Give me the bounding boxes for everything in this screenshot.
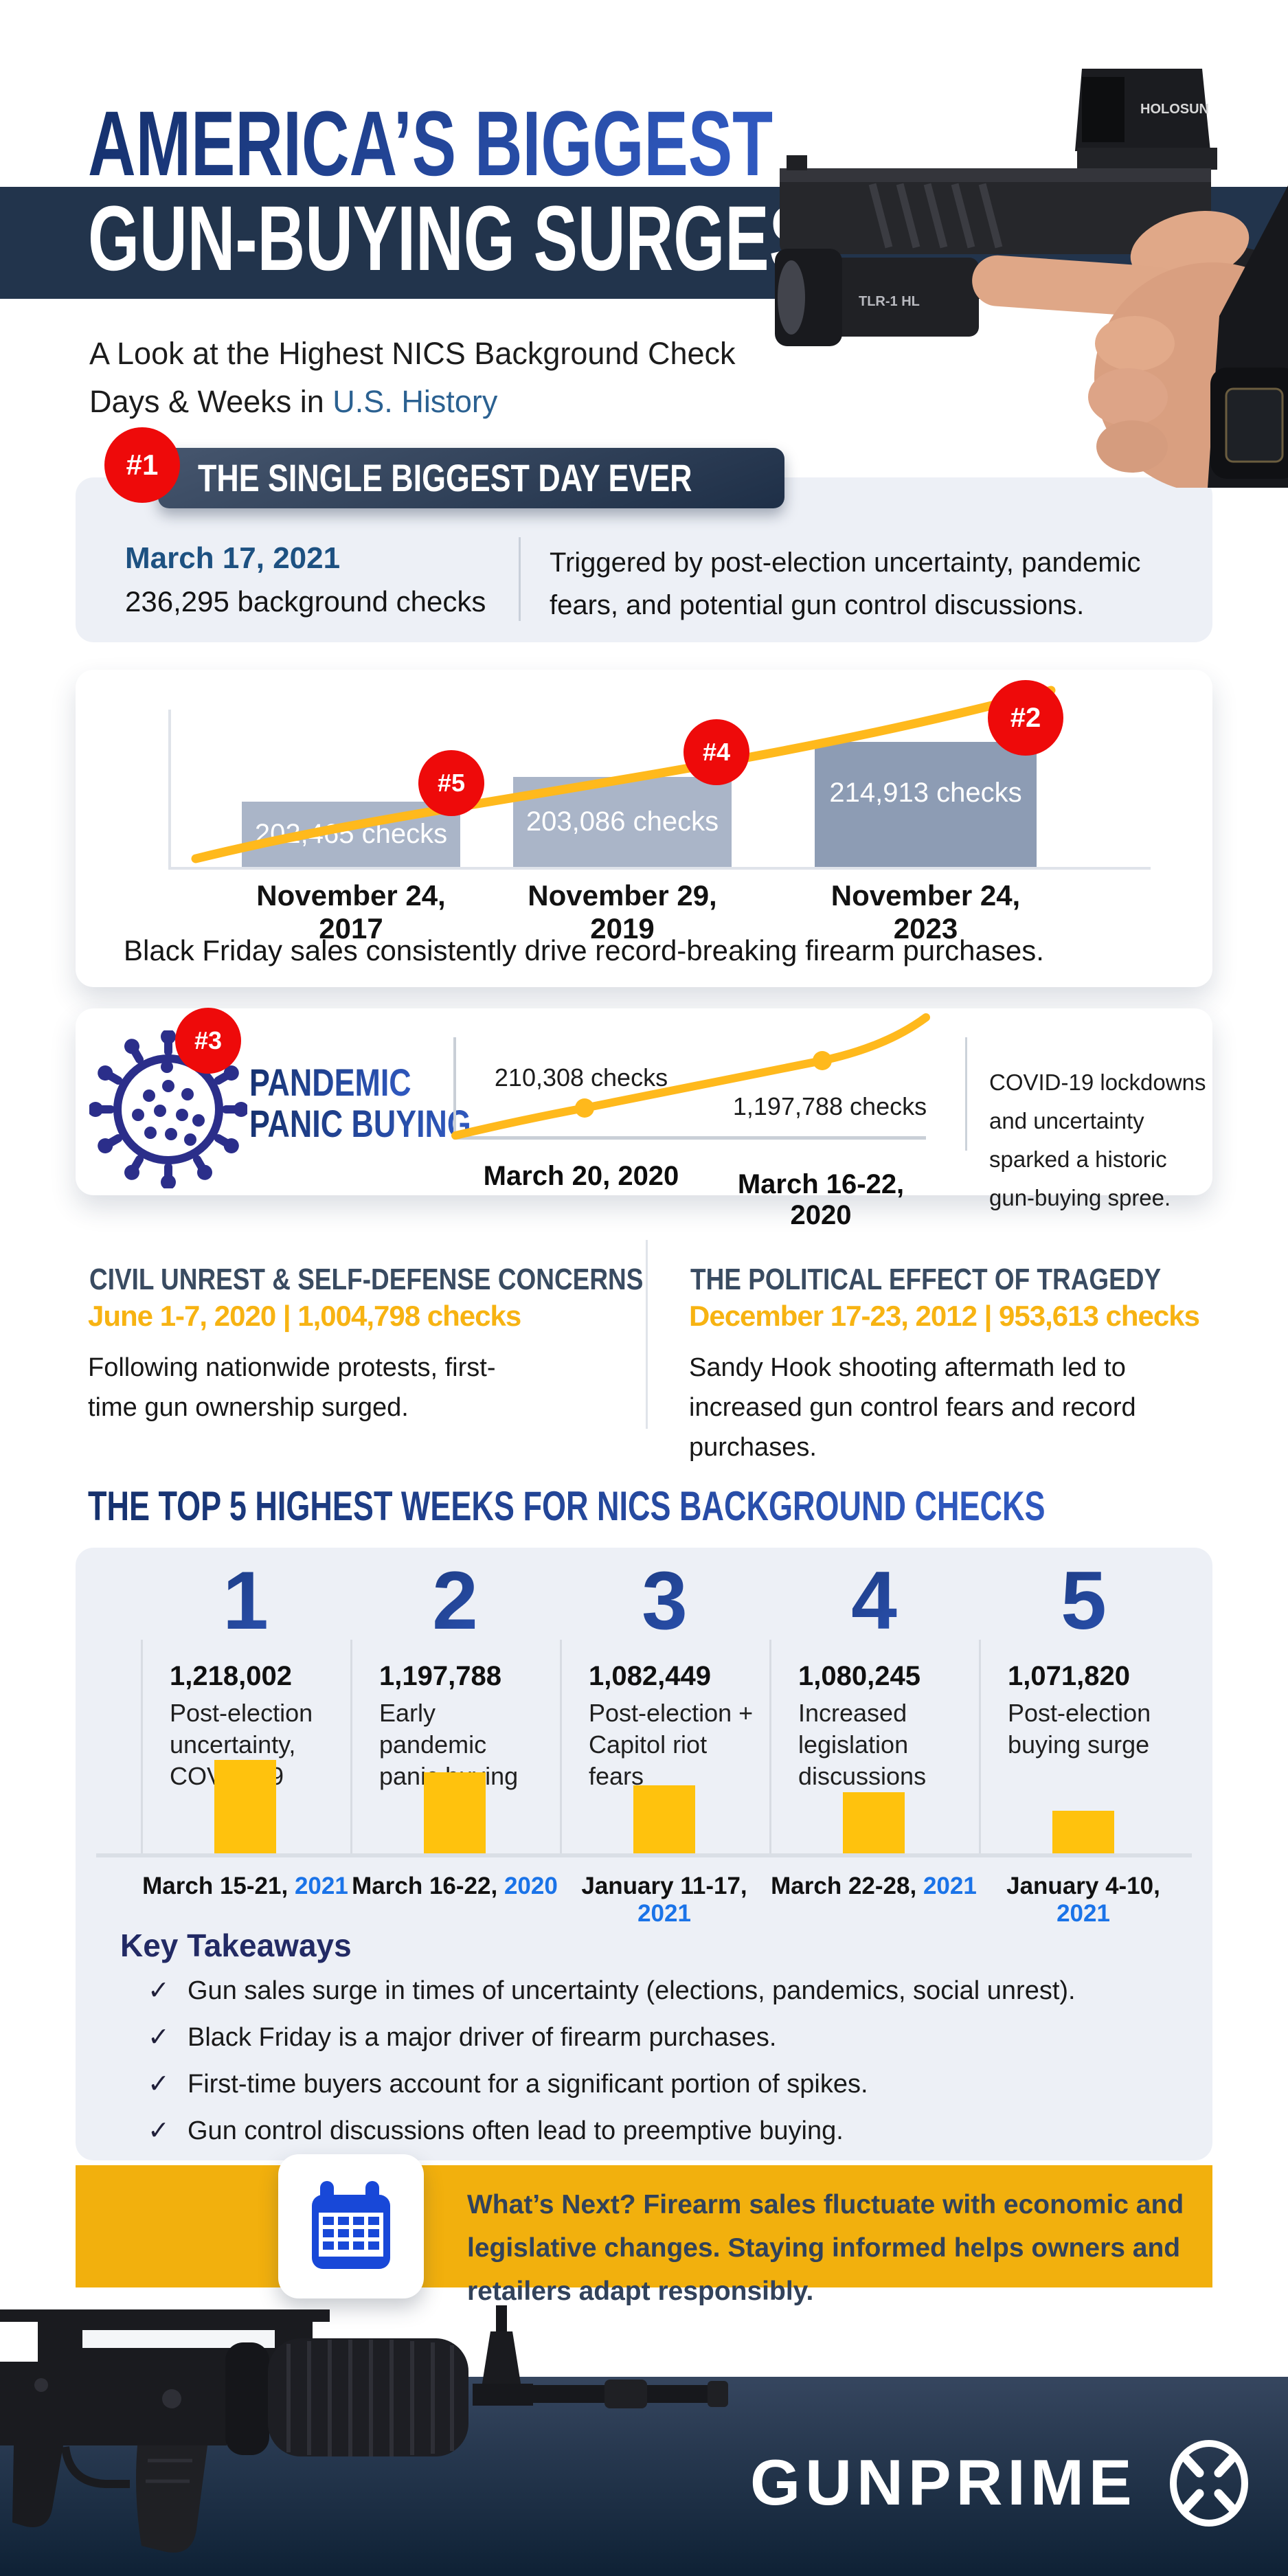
pandemic-title: PANDEMIC PANIC BUYING — [249, 1061, 471, 1145]
pandemic-point-label-1: 210,308 checks — [494, 1063, 668, 1092]
top5-bar-2 — [424, 1772, 486, 1853]
top5-bar-5 — [1052, 1811, 1114, 1853]
item-value: 1,071,820 — [1008, 1661, 1130, 1691]
takeaway-item: ✓ Black Friday is a major driver of firea… — [148, 2023, 777, 2052]
takeaway-item: ✓ First-time buyers account for a signifi… — [148, 2070, 868, 2099]
biggest-day-date: March 17, 2021 — [125, 541, 341, 575]
rank-number: 3 — [560, 1559, 769, 1642]
rank-badge-5: #5 — [418, 750, 484, 816]
rank-badge-3: #3 — [175, 1008, 241, 1074]
item-desc: Post-election buying surge — [1008, 1699, 1151, 1759]
item-value: 1,197,788 — [379, 1661, 501, 1691]
rank-number: 1 — [141, 1559, 350, 1642]
top5-panel: 1 1,218,002 Post-election uncertainty, C… — [76, 1548, 1212, 2160]
x-axis — [168, 867, 1151, 870]
civil-unrest-body: Following nationwide protests, first-tim… — [88, 1353, 496, 1422]
item-value: 1,082,449 — [589, 1661, 711, 1691]
item-value: 1,080,245 — [798, 1661, 920, 1691]
rank-number: 5 — [979, 1559, 1188, 1642]
pandemic-note: COVID-19 lockdowns and uncertainty spark… — [989, 1070, 1206, 1210]
top5-bar-4 — [843, 1792, 905, 1853]
rank-number: 4 — [769, 1559, 979, 1642]
top5-date-2: March 16-22, 2020 — [352, 1873, 558, 1899]
rank-badge-2: #2 — [988, 680, 1063, 756]
divider — [769, 1640, 771, 1853]
light-label: TLR-1 HL — [859, 294, 920, 309]
single-biggest-day-header-bar: THE SINGLE BIGGEST DAY EVER — [158, 448, 784, 508]
takeaway-item: ✓ Gun control discussions often lead to p… — [148, 2116, 844, 2145]
black-friday-caption: Black Friday sales consistently drive re… — [124, 934, 1044, 967]
top5-header: THE TOP 5 HIGHEST WEEKS FOR NICS BACKGRO… — [88, 1483, 1046, 1529]
vertical-divider — [965, 1037, 967, 1151]
page-title-line1: AMERICA’S BIGGEST — [88, 93, 773, 195]
civil-unrest-header: CIVIL UNREST & SELF-DEFENSE CONCERNS — [89, 1263, 644, 1296]
pistol-photo-illustration: HOLOSUN TLR-1 HL — [775, 69, 1288, 488]
y-axis — [168, 710, 171, 870]
key-takeaways-title: Key Takeaways — [120, 1928, 352, 1963]
pandemic-line-chart — [451, 1013, 930, 1140]
subtitle-highlight: U.S. History — [332, 384, 498, 419]
bar-date-2017: November 24, 2017 — [256, 879, 446, 945]
virus-icon — [89, 1030, 247, 1188]
page-title-line2: GUN-BUYING SURGES — [88, 188, 814, 290]
bar-date-2019: November 29, 2019 — [528, 879, 717, 945]
brand-logo: GUNPRIME — [750, 2446, 1137, 2518]
vertical-divider — [519, 537, 521, 621]
item-desc: Early pandemic panic buying — [379, 1699, 518, 1790]
top5-item-3: 3 1,082,449 Post-election + Capitol riot… — [560, 1548, 769, 1905]
item-desc: Post-election + Capitol riot fears — [589, 1699, 754, 1790]
top5-item-5: 5 1,071,820 Post-election buying surge — [979, 1548, 1188, 1905]
check-icon: ✓ — [148, 1976, 170, 2005]
pandemic-point-label-2: 1,197,788 checks — [732, 1092, 927, 1120]
rank-number: 2 — [350, 1559, 560, 1642]
calendar-card — [278, 2154, 424, 2298]
top5-date-4: March 22-28, 2021 — [771, 1873, 977, 1899]
divider — [560, 1640, 562, 1853]
top5-bar-1 — [214, 1760, 276, 1853]
political-header: THE POLITICAL EFFECT OF TRAGEDY — [690, 1263, 1162, 1296]
rank-badge-1: #1 — [104, 427, 180, 503]
biggest-day-checks: 236,295 background checks — [125, 585, 486, 618]
optic-label: HOLOSUN — [1140, 102, 1209, 117]
pandemic-date-2: March 16-22, 2020 — [737, 1169, 905, 1230]
bar-date-2023: November 24, 2023 — [831, 879, 1021, 945]
column-divider — [646, 1240, 648, 1429]
top5-date-3: January 11-17, 2021 — [581, 1873, 747, 1927]
top5-bar-3 — [633, 1785, 695, 1853]
whats-next-banner — [76, 2165, 1212, 2287]
pandemic-card: #3 PANDEMIC PANIC BUYING 210,308 checks … — [76, 1008, 1212, 1230]
check-icon: ✓ — [148, 2116, 170, 2145]
top5-item-2: 2 1,197,788 Early pandemic panic buying — [350, 1548, 560, 1905]
political-highlight: December 17-23, 2012 | 953,613 checks — [689, 1300, 1200, 1332]
black-friday-card: 202,465 checks 203,086 checks 214,913 ch… — [76, 670, 1212, 987]
rank-badge-4: #4 — [683, 719, 749, 785]
baseline — [96, 1853, 1192, 1857]
pandemic-date-1: March 20, 2020 — [483, 1161, 679, 1191]
top5-date-5: January 4-10, 2021 — [1006, 1873, 1160, 1927]
page-subtitle: A Look at the Highest NICS Background Ch… — [89, 336, 736, 419]
reticle-icon — [1170, 2440, 1248, 2527]
bar-2023: 214,913 checks — [815, 742, 1037, 867]
calendar-icon — [312, 2181, 390, 2269]
trend-line — [191, 686, 1056, 863]
divider — [141, 1640, 143, 1853]
check-icon: ✓ — [148, 2023, 170, 2052]
divider — [979, 1640, 981, 1853]
political-body: Sandy Hook shooting aftermath led to inc… — [689, 1353, 1136, 1462]
whats-next-text: What’s Next? Firearm sales fluctuate wit… — [467, 2190, 1184, 2306]
check-icon: ✓ — [148, 2070, 170, 2099]
top5-date-1: March 15-21, 2021 — [142, 1873, 348, 1899]
civil-unrest-highlight: June 1-7, 2020 | 1,004,798 checks — [88, 1300, 521, 1332]
item-desc: Increased legislation discussions — [798, 1699, 927, 1790]
rifle-photo-illustration — [0, 2305, 728, 2553]
biggest-day-description: Triggered by post-election uncertainty, … — [550, 547, 1141, 620]
top5-item-4: 4 1,080,245 Increased legislation discus… — [769, 1548, 979, 1905]
divider — [350, 1640, 352, 1853]
item-value: 1,218,002 — [170, 1661, 292, 1691]
takeaway-item: ✓ Gun sales surge in times of uncertainty… — [148, 1976, 1076, 2005]
